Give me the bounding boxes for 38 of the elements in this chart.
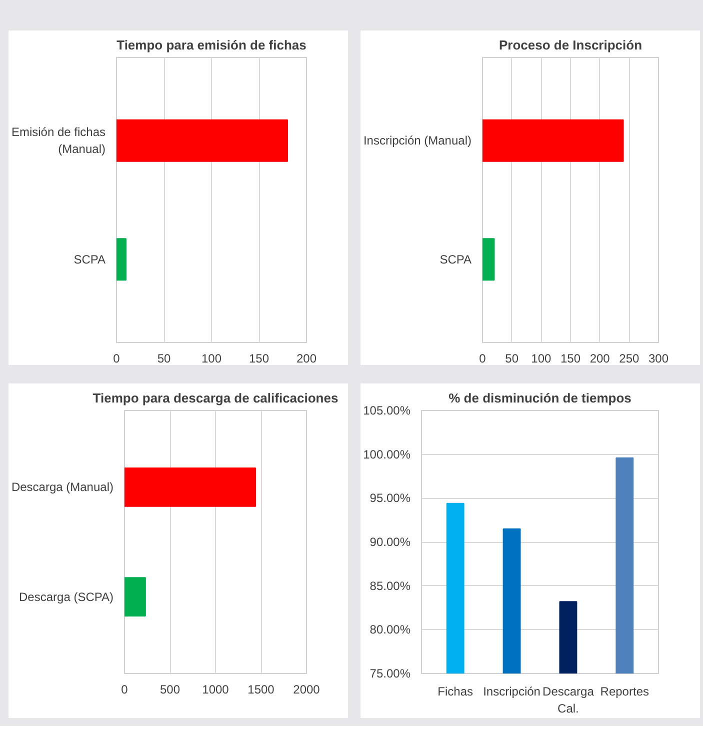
- x-tick-label: Fichas: [438, 684, 474, 698]
- x-tick-label: 1000: [202, 682, 230, 696]
- x-tick-label: 1500: [248, 682, 275, 696]
- x-tick-label: 100: [201, 352, 222, 366]
- y-tick-label: Inscripción (Manual): [363, 134, 472, 148]
- chart-title: Tiempo para emisión de fichas: [116, 38, 306, 52]
- y-tick-label: 85.00%: [370, 578, 411, 593]
- y-tick-label: 100.00%: [363, 447, 411, 462]
- x-tick-label: 0: [121, 682, 128, 696]
- y-tick-label: 95.00%: [370, 491, 411, 506]
- x-tick-label: 50: [505, 352, 519, 366]
- x-tick-label: 150: [248, 352, 270, 366]
- x-tick-label: 150: [560, 352, 581, 366]
- y-tick-label: Descarga (SCPA): [19, 590, 114, 604]
- y-tick-label: Emisión de fichas (Manual): [11, 125, 106, 156]
- x-tick-label: 300: [648, 352, 669, 366]
- x-tick-label: 100: [531, 352, 552, 366]
- chart-title: % de disminución de tiempos: [448, 390, 632, 406]
- x-tick-label: 0: [113, 352, 120, 366]
- x-tick-label: 0: [479, 352, 486, 366]
- x-tick-label: 250: [619, 352, 640, 366]
- x-tick-label: Reportes: [600, 684, 649, 698]
- y-tick-label: 90.00%: [370, 535, 411, 549]
- x-tick-label: Descarga Cal.: [542, 684, 594, 716]
- x-tick-label: 50: [157, 352, 171, 366]
- x-tick-label: 200: [590, 352, 610, 366]
- x-tick-label: 2000: [293, 682, 320, 696]
- x-tick-label: 500: [160, 682, 180, 696]
- x-tick-label: 200: [296, 352, 317, 366]
- y-tick-label: Descarga (Manual): [11, 480, 114, 494]
- y-tick-label: 105.00%: [363, 404, 411, 418]
- y-tick-label: SCPA: [74, 252, 106, 266]
- y-tick-label: SCPA: [440, 252, 472, 266]
- y-tick-label: 80.00%: [370, 622, 411, 637]
- y-tick-label: 75.00%: [370, 666, 411, 680]
- x-tick-label: Inscripción: [483, 684, 540, 698]
- chart-title: Tiempo para descarga de calificaciones: [92, 390, 338, 406]
- chart-title: Proceso de Inscripción: [498, 38, 642, 52]
